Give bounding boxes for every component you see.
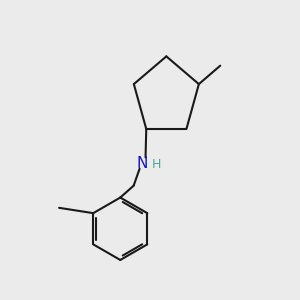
Text: H: H [152, 158, 161, 171]
Text: N: N [137, 156, 148, 171]
